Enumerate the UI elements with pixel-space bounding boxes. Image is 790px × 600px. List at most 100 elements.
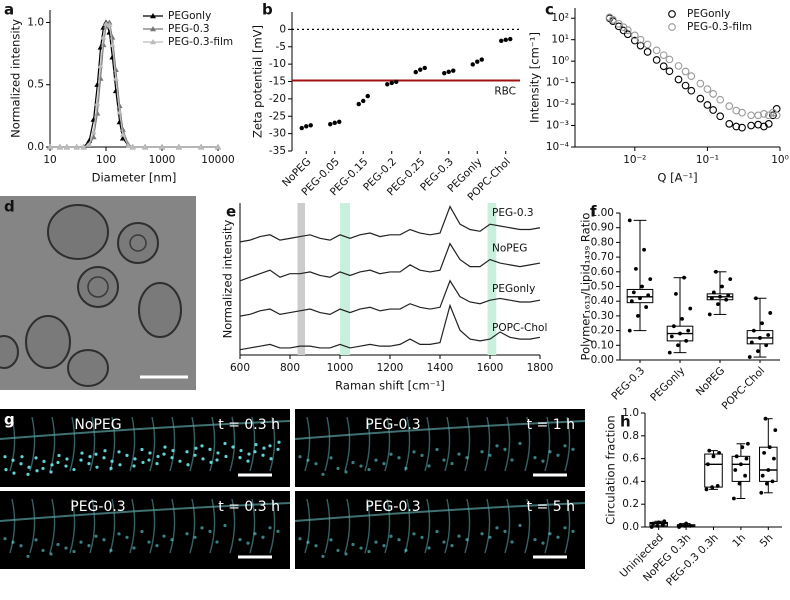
data-point [442,70,447,76]
cell-signal [102,456,106,460]
data-point [308,123,313,128]
cell-signal [170,538,174,542]
data-point [770,479,775,484]
data-point [725,102,734,111]
cell-signal [209,460,213,464]
cell-signal [495,526,499,530]
x-axis-label: Raman shift [cm⁻¹] [335,379,445,393]
x-tick-label: POPC-Chol [720,365,768,413]
vessel [384,498,391,554]
data-point [623,30,632,39]
data-point [767,445,772,450]
data-point [686,328,691,333]
cell-signal [404,466,408,470]
cell-signal [41,548,45,553]
cell-signal [541,541,545,545]
y-tick-label: -10 [269,58,286,70]
vessel [404,416,411,472]
data-point [337,119,342,125]
cell-signal [269,457,273,461]
cell-signal [367,467,371,472]
data-point [642,247,646,252]
cell-signal [276,529,280,533]
vessel [364,498,371,554]
vesicle [67,349,109,387]
vessel [304,416,311,472]
y-tick-label: -15 [269,76,286,88]
cell-signal [193,453,197,457]
vesicle [77,266,119,308]
data-point [747,111,755,120]
cell-signal [261,535,265,539]
y-tick-label: -20 [269,93,286,105]
data-point [648,277,653,282]
series-line [239,303,541,351]
data-point [665,55,674,64]
data-point [768,311,773,315]
vessel [249,498,256,554]
data-point [705,462,710,467]
cell-signal [556,535,560,539]
vessel [249,416,256,472]
data-point [304,124,309,129]
data-point [746,441,750,446]
data-point [422,65,427,71]
highlight-band [487,203,497,355]
cell-signal [117,450,121,454]
cell-signal [208,447,212,451]
cell-signal [34,456,38,460]
data-point [772,104,781,113]
cell-signal [155,461,159,466]
data-point [716,95,725,104]
box [704,453,723,488]
data-point [385,82,390,87]
legend-label: PEGonly [687,8,730,20]
data-point [749,340,754,345]
vessel [49,416,56,472]
vessel [404,498,411,554]
cell-signal [247,452,251,456]
data-point [709,89,718,98]
data-point [623,26,632,34]
cell-signal [3,455,7,459]
legend-label: PEG-0.3 [168,23,210,35]
data-point [446,69,451,74]
cell-signal [11,540,15,544]
cell-signal [254,443,258,447]
cell-signal [556,453,560,457]
data-point [764,343,769,348]
cell-signal [215,540,219,544]
cell-signal [20,455,24,459]
cell-signal [276,447,280,451]
vessel [109,498,116,554]
data-point [760,110,768,118]
data-point [112,66,119,72]
data-point [763,416,768,421]
cell-signal [170,456,174,460]
vessel [9,498,16,554]
y-tick-label: 0.00 [591,354,614,366]
data-point [656,520,661,525]
cell-signal [42,459,46,463]
data-point [116,109,123,115]
vessel [29,498,36,554]
data-point [646,293,651,298]
legend-label: PEGonly [168,10,211,22]
cell-signal [571,529,575,533]
cell-signal [359,546,363,550]
series-line [239,279,541,317]
data-point [703,85,712,93]
cell-signal [457,452,461,456]
cell-signal [344,470,348,474]
data-point [614,22,623,31]
cell-signal [238,538,242,542]
series-label: POPC-Chol [492,322,547,334]
x-tick-label: 10000 [201,154,234,166]
data-point [198,144,205,150]
data-point [97,63,104,69]
cell-signal [427,464,431,468]
data-point [707,448,712,453]
cell-signal [133,457,137,461]
cell-signal [253,450,257,454]
cell-signal [64,464,68,468]
